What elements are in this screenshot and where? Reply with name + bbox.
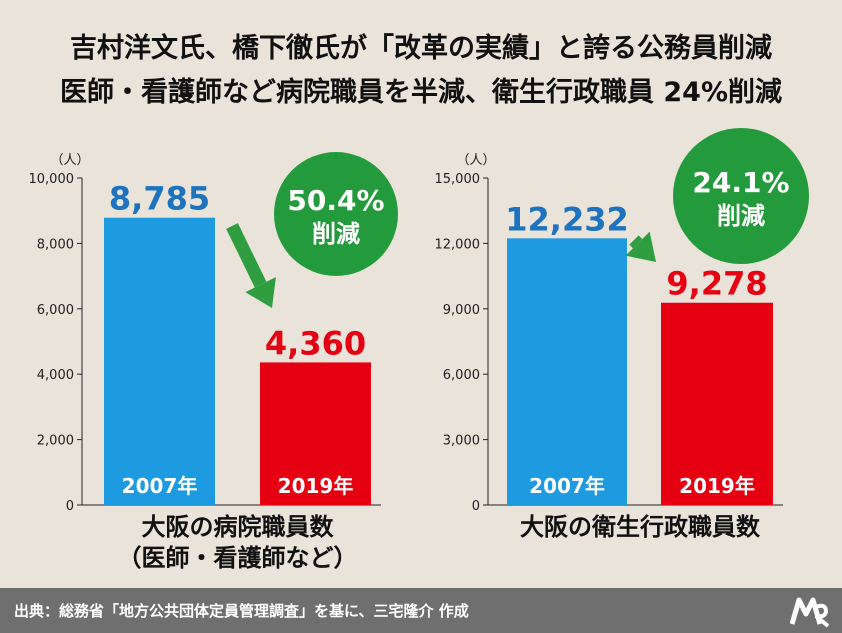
chart-caption-line: 大阪の病院職員数 xyxy=(142,513,335,541)
bar-category-label: 2007年 xyxy=(122,474,198,498)
bar-2019年 xyxy=(260,362,371,505)
decrease-arrow-shaft xyxy=(226,223,267,288)
bar-2007年 xyxy=(507,238,627,505)
y-tick-label: 12,000 xyxy=(435,237,481,252)
y-tick-label: 0 xyxy=(472,499,480,514)
y-tick-label: 8,000 xyxy=(37,237,74,252)
footer-bar: 出典：総務省「地方公共団体定員管理調査」を基に、三宅隆介 作成 xyxy=(0,588,842,633)
bar-category-label: 2019年 xyxy=(278,474,354,498)
reduction-percent: 50.4% xyxy=(287,184,384,217)
reduction-text: 削減 xyxy=(312,220,360,248)
y-unit-label: （人） xyxy=(50,153,89,168)
bar-value-label: 12,232 xyxy=(505,200,628,238)
y-tick-label: 3,000 xyxy=(443,434,480,449)
bar-category-label: 2007年 xyxy=(529,474,605,498)
y-tick-label: 4,000 xyxy=(37,368,74,383)
chart-caption-line: 大阪の衛生行政職員数 xyxy=(520,513,761,541)
y-tick-label: 2,000 xyxy=(37,434,74,449)
bar-2007年 xyxy=(104,217,215,505)
y-tick-label: 15,000 xyxy=(435,172,481,187)
bar-value-label: 8,785 xyxy=(109,180,210,218)
reduction-badge xyxy=(274,152,398,276)
bar-value-label: 9,278 xyxy=(666,265,767,303)
y-tick-label: 10,000 xyxy=(29,172,75,187)
reduction-percent: 24.1% xyxy=(692,166,789,199)
bar-category-label: 2019年 xyxy=(679,474,755,498)
y-tick-label: 9,000 xyxy=(443,303,480,318)
page-title-line1: 吉村洋文氏、橋下徹氏が「改革の実績」と誇る公務員削減 xyxy=(70,33,772,64)
decrease-arrow-head xyxy=(625,231,656,262)
y-unit-label: （人） xyxy=(456,153,495,168)
page-title-line2: 医師・看護師など病院職員を半減、衛生行政職員 24%削減 xyxy=(59,77,783,108)
reduction-badge xyxy=(673,128,809,264)
reduction-text: 削減 xyxy=(717,202,765,230)
bar-2019年 xyxy=(661,302,773,505)
y-tick-label: 6,000 xyxy=(37,303,74,318)
bar-value-label: 4,360 xyxy=(265,324,366,362)
decrease-arrow-head xyxy=(245,277,276,308)
mr-logo-icon xyxy=(790,597,830,628)
y-tick-label: 0 xyxy=(66,499,74,514)
decrease-arrow-shaft xyxy=(629,235,643,249)
source-note: 出典：総務省「地方公共団体定員管理調査」を基に、三宅隆介 作成 xyxy=(14,602,469,620)
chart-caption-line: （医師・看護師など） xyxy=(118,544,358,572)
y-tick-label: 6,000 xyxy=(443,368,480,383)
charts-area: （人） 0 2,000 4,000 6,000 8,000 10,000 2007年 8,785… xyxy=(29,128,809,572)
